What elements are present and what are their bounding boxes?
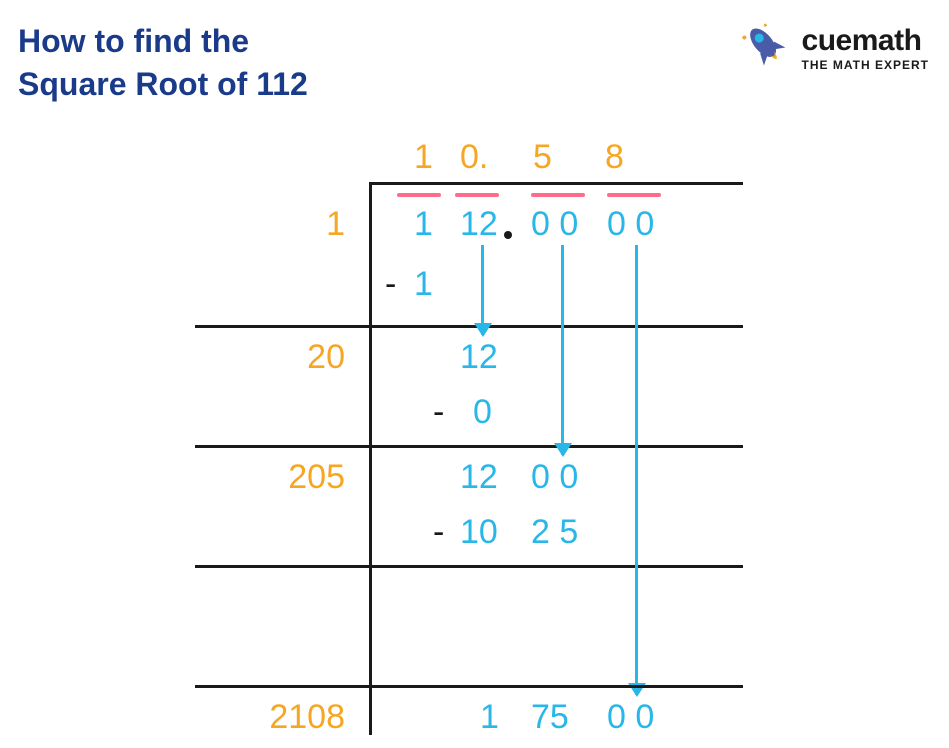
decimal-point-icon [504,231,512,239]
dividend-g3: 0 0 [531,205,578,244]
minus-2: - [433,393,444,432]
quotient-digit-3: 5 [533,138,552,177]
bringdown-arrow-2 [561,245,564,455]
dividend-g1: 1 [414,205,433,244]
hline-3 [195,565,743,568]
hline-4 [195,685,743,688]
step3-val-b: 0 0 [531,458,578,497]
step2-val: 12 [460,338,498,377]
quotient-digit-2: 0. [460,138,488,177]
divisor-1: 1 [326,205,345,244]
divisor-3: 205 [288,458,345,497]
minus-3: - [433,513,444,552]
step4-c: 0 0 [607,698,654,737]
title-line-2: Square Root of 112 [18,66,308,102]
hline-1 [195,325,743,328]
pair-bar-3 [531,193,585,197]
page-title: How to find the Square Root of 112 [18,20,308,106]
title-line-1: How to find the [18,23,249,59]
step3-val-a: 12 [460,458,498,497]
step3-sub-a: 10 [460,513,498,552]
division-vertical-line [369,182,372,735]
divisor-4: 2108 [269,698,345,737]
bringdown-arrow-3 [635,245,638,695]
pair-bar-2 [455,193,499,197]
step1-sub: 1 [414,265,433,304]
divisor-2: 20 [307,338,345,377]
step4-a: 1 [480,698,499,737]
quotient-digit-4: 8 [605,138,624,177]
brand-name: cuemath [802,24,929,58]
step3-sub-b: 2 5 [531,513,578,552]
dividend-g2: 12 [460,205,498,244]
step2-sub: 0 [473,393,492,432]
pair-bar-1 [397,193,441,197]
rocket-icon [738,18,792,77]
dividend-g4: 0 0 [607,205,654,244]
pair-bar-4 [607,193,661,197]
bringdown-arrow-1 [481,245,484,335]
quotient-digit-1: 1 [414,138,433,177]
minus-1: - [385,265,396,304]
brand-logo: cuemath THE MATH EXPERT [738,18,929,77]
brand-tagline: THE MATH EXPERT [802,58,929,72]
division-top-line [369,182,743,185]
step4-b: 75 [531,698,569,737]
brand-text: cuemath THE MATH EXPERT [802,24,929,72]
hline-2 [195,445,743,448]
long-division-diagram: 1 0. 5 8 1 12 0 0 0 0 1 20 205 2108 - 1 … [135,135,755,725]
